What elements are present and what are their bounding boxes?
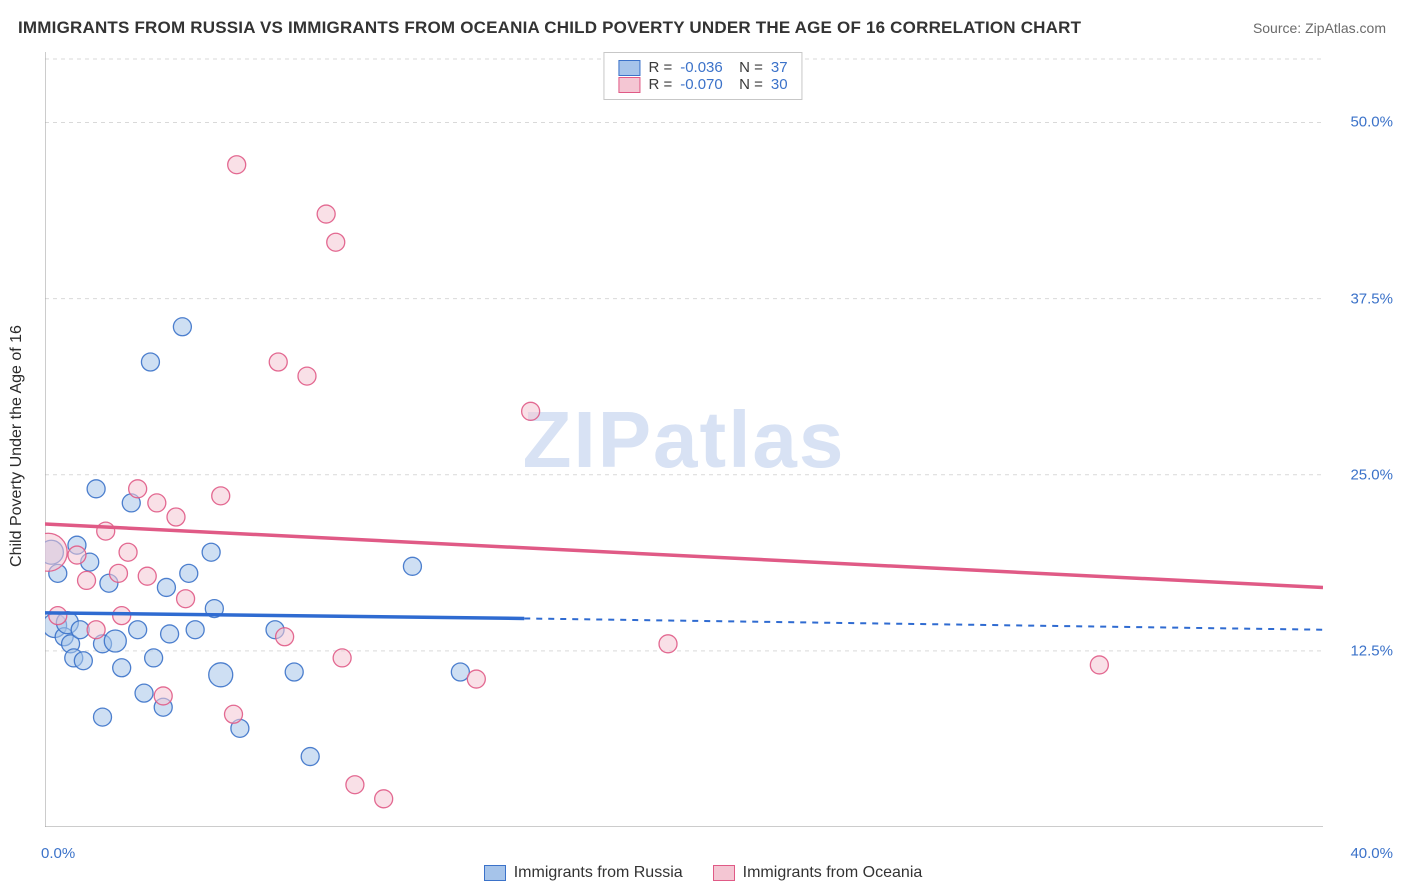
- y-tick-label: 37.5%: [1350, 290, 1393, 307]
- legend-label: Immigrants from Oceania: [743, 864, 923, 882]
- x-tick-label: 0.0%: [41, 845, 75, 862]
- legend-row-russia: R = -0.036 N = 37: [618, 59, 787, 76]
- legend-item-oceania: Immigrants from Oceania: [713, 864, 923, 882]
- legend-row-oceania: R = -0.070 N = 30: [618, 76, 787, 93]
- swatch-russia: [618, 60, 640, 76]
- correlation-legend: R = -0.036 N = 37 R = -0.070 N = 30: [603, 52, 802, 100]
- plot-area: ZIPatlas 12.5%25.0%37.5%50.0% 0.0%40.0%: [45, 52, 1323, 827]
- y-axis-label: Child Poverty Under the Age of 16: [8, 325, 26, 567]
- source-label: Source: ZipAtlas.com: [1253, 20, 1386, 36]
- swatch-russia: [484, 865, 506, 881]
- y-tick-label: 25.0%: [1350, 466, 1393, 483]
- legend-label: Immigrants from Russia: [514, 864, 683, 882]
- swatch-oceania: [713, 865, 735, 881]
- swatch-oceania: [618, 77, 640, 93]
- x-tick-label: 40.0%: [1350, 845, 1393, 862]
- series-legend: Immigrants from Russia Immigrants from O…: [0, 864, 1406, 882]
- legend-item-russia: Immigrants from Russia: [484, 864, 683, 882]
- y-tick-label: 50.0%: [1350, 114, 1393, 131]
- y-tick-label: 12.5%: [1350, 642, 1393, 659]
- chart-title: IMMIGRANTS FROM RUSSIA VS IMMIGRANTS FRO…: [18, 18, 1081, 38]
